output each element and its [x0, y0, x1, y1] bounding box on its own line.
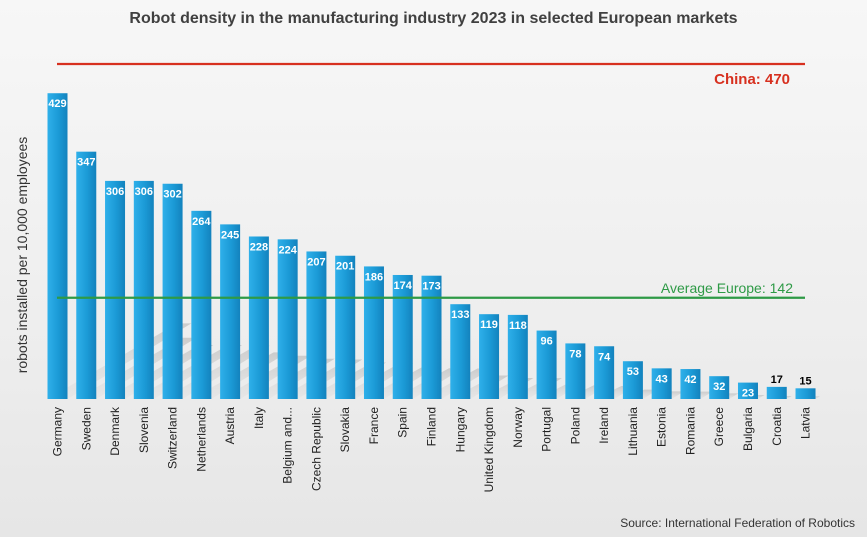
- bar: [392, 274, 413, 399]
- x-tick-label: Latvia: [799, 407, 813, 439]
- bar: [335, 255, 356, 399]
- x-tick-label: Norway: [511, 407, 525, 448]
- x-tick-label: Italy: [252, 407, 266, 429]
- bar-value-label: 264: [192, 216, 211, 228]
- china-reference-label: China: 470: [714, 71, 790, 88]
- europe-average-label: Average Europe: 142: [661, 280, 793, 296]
- source-note: Source: International Federation of Robo…: [620, 516, 855, 530]
- x-tick-label: Sweden: [79, 407, 93, 450]
- bar-value-label: 302: [163, 189, 181, 201]
- bar-value-label: 23: [742, 388, 754, 400]
- x-tick-label: Hungary: [453, 407, 467, 452]
- bar: [622, 361, 643, 399]
- bar: [795, 388, 816, 399]
- x-tick-label: Denmark: [108, 406, 122, 456]
- x-tick-label: Austria: [223, 407, 237, 445]
- bar-value-label: 118: [509, 320, 527, 332]
- bar: [565, 343, 586, 399]
- bar-value-label: 306: [135, 186, 153, 198]
- x-tick-label: Greece: [712, 407, 726, 447]
- x-tick-label: Spain: [396, 407, 410, 438]
- bar-value-label: 245: [221, 229, 239, 241]
- x-tick-label: Bulgaria: [741, 407, 755, 451]
- x-tick-label: Lithuania: [626, 407, 640, 456]
- bar-value-label: 174: [394, 280, 413, 292]
- bar: [536, 330, 557, 399]
- bar-value-label: 74: [598, 351, 611, 363]
- bar-value-label: 347: [77, 157, 95, 169]
- bar: [421, 275, 442, 399]
- bar-shadow: [105, 345, 214, 399]
- bar: [248, 236, 269, 399]
- bar-value-label: 53: [627, 366, 639, 378]
- bar: [709, 376, 730, 399]
- x-tick-label: Portugal: [540, 407, 554, 452]
- bar-value-label: 306: [106, 186, 124, 198]
- x-tick-label: Romania: [683, 407, 697, 455]
- bar: [162, 183, 183, 399]
- x-tick-label: Croatia: [770, 407, 784, 446]
- bar-shadow: [162, 345, 270, 399]
- x-tick-label: Switzerland: [166, 407, 180, 469]
- chart-title: Robot density in the manufacturing indus…: [129, 10, 738, 27]
- x-tick-label: France: [367, 407, 381, 445]
- bar-value-label: 429: [48, 98, 66, 110]
- x-tick-label: Slovenia: [137, 407, 151, 453]
- bar-value-label: 43: [656, 373, 668, 385]
- bar-value-label: 15: [799, 375, 811, 387]
- bar: [651, 368, 672, 399]
- bar-value-label: 133: [451, 309, 469, 321]
- bar-value-label: 224: [278, 244, 297, 256]
- bar: [737, 382, 758, 399]
- bar: [133, 180, 154, 399]
- bar-value-label: 173: [422, 281, 440, 293]
- bar: [507, 314, 528, 399]
- bar: [450, 304, 471, 399]
- bar: [220, 224, 241, 399]
- x-tick-label: Germany: [51, 407, 65, 456]
- bar: [306, 251, 327, 399]
- x-tick-label: Netherlands: [194, 407, 208, 472]
- bar: [479, 314, 500, 399]
- bar: [47, 93, 68, 400]
- x-tick-label: Poland: [568, 407, 582, 444]
- x-tick-label: United Kingdom: [482, 407, 496, 492]
- bar: [594, 346, 615, 399]
- x-tick-label: Slovakia: [338, 407, 352, 453]
- bar: [105, 180, 126, 399]
- x-tick-label: Belgium and...: [281, 407, 295, 484]
- bar-value-label: 42: [684, 374, 696, 386]
- bar: [191, 210, 212, 399]
- bar-value-label: 78: [569, 348, 581, 360]
- bar: [766, 386, 787, 399]
- y-axis-label: robots installed per 10,000 employees: [14, 137, 30, 374]
- x-tick-label: Ireland: [597, 407, 611, 444]
- x-tick-label: Finland: [425, 407, 439, 446]
- bar-shadow: [133, 345, 243, 399]
- bar-value-label: 201: [336, 261, 354, 273]
- bar: [680, 369, 701, 399]
- bar: [76, 151, 97, 399]
- bar: [363, 266, 384, 399]
- bar-value-label: 119: [480, 319, 498, 331]
- bar-value-label: 207: [307, 256, 325, 268]
- bar-value-label: 32: [713, 381, 725, 393]
- bar-value-label: 186: [365, 271, 383, 283]
- bar: [277, 239, 298, 399]
- bar-value-label: 228: [250, 241, 268, 253]
- bar-value-label: 96: [540, 336, 552, 348]
- x-tick-label: Estonia: [655, 407, 669, 447]
- bar-value-label: 17: [771, 374, 783, 386]
- x-tick-label: Czech Republic: [309, 407, 323, 491]
